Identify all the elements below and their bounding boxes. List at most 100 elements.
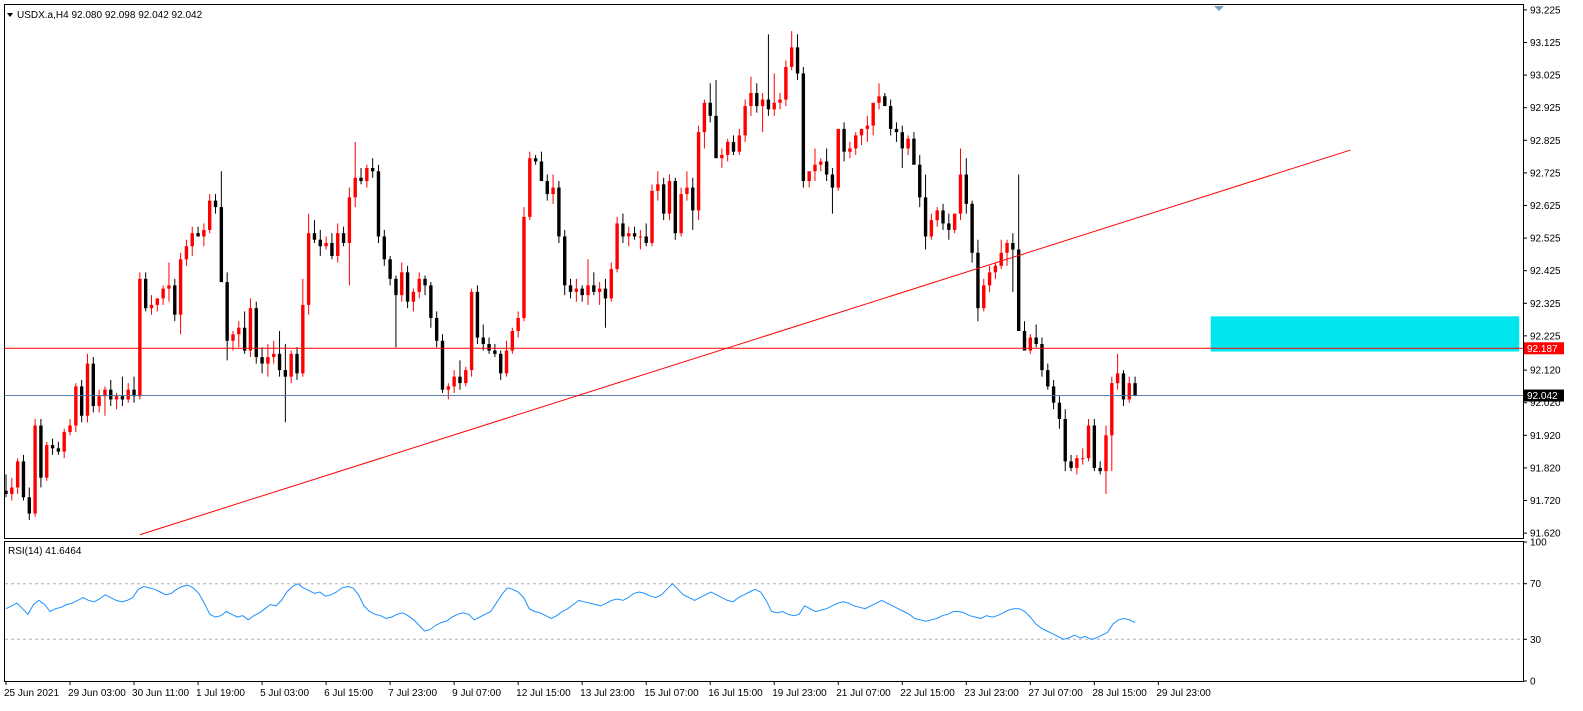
candle: [394, 275, 398, 348]
candle-body: [138, 278, 142, 397]
candle-body: [1075, 458, 1079, 468]
candle-body: [196, 233, 200, 237]
candle-body: [1086, 425, 1091, 459]
candle-body: [132, 389, 136, 397]
candle-body: [592, 285, 596, 292]
candle-body: [947, 223, 951, 230]
time-tick-label: 22 Jul 15:00: [900, 688, 955, 699]
candle-body: [1127, 383, 1131, 400]
candle-body: [359, 177, 363, 182]
candle: [912, 132, 916, 165]
candle: [749, 76, 753, 116]
candle-body: [970, 203, 974, 253]
candle: [15, 458, 20, 494]
candle: [1133, 376, 1137, 397]
hline-price-label: 92.187: [1527, 344, 1558, 355]
candle: [621, 213, 625, 243]
candle: [91, 357, 95, 413]
candle-body: [1011, 242, 1015, 250]
candle: [819, 158, 823, 172]
candle: [341, 226, 346, 247]
candle: [778, 93, 782, 110]
candle: [458, 360, 462, 390]
candle: [429, 282, 433, 328]
time-tick-label: 28 Jul 15:00: [1092, 688, 1147, 699]
candle-body: [1104, 435, 1108, 472]
candle-body: [15, 461, 20, 488]
rsi-line: [5, 582, 1136, 640]
candle: [813, 148, 817, 182]
candle: [516, 311, 520, 338]
candle: [568, 278, 573, 299]
price-tick-label: 92.725: [1530, 168, 1561, 179]
candle-body: [987, 272, 992, 286]
candle: [1040, 337, 1044, 377]
candle-body: [301, 304, 305, 374]
candle-body: [219, 207, 224, 283]
candle: [877, 83, 881, 110]
candle: [289, 350, 293, 384]
candle-body: [440, 340, 445, 390]
candle-body: [539, 161, 544, 182]
candle: [1075, 454, 1079, 475]
collapse-triangle-icon[interactable]: [7, 13, 13, 17]
candle: [10, 477, 14, 501]
candle: [906, 135, 910, 155]
candle-body: [627, 233, 631, 237]
candle: [900, 125, 904, 168]
candle: [1005, 239, 1009, 266]
candle: [382, 229, 386, 266]
trend-line[interactable]: [139, 149, 1351, 536]
candle: [1034, 324, 1038, 348]
candle-body: [475, 291, 480, 338]
candle: [737, 128, 742, 155]
current-price-label: 92.042: [1527, 391, 1558, 402]
candle-body: [161, 288, 165, 299]
candle-body: [376, 171, 381, 237]
candle: [1092, 419, 1097, 472]
shift-marker-icon[interactable]: [1214, 6, 1224, 11]
candle: [586, 259, 590, 305]
candle-body: [266, 357, 270, 364]
supply-zone-rect[interactable]: [1210, 316, 1520, 352]
price-tick-label: 93.125: [1530, 38, 1561, 49]
candle: [510, 327, 515, 354]
candle: [56, 441, 61, 455]
candle-body: [143, 278, 148, 309]
candle-body: [533, 158, 538, 162]
candle: [1011, 233, 1015, 292]
candle-body: [516, 317, 520, 331]
price-tick-label: 92.625: [1530, 201, 1561, 212]
candle: [731, 135, 736, 155]
price-tick-label: 91.620: [1530, 529, 1561, 540]
candle-body: [766, 99, 771, 110]
price-tick-label: 92.225: [1530, 331, 1561, 342]
candle: [1086, 419, 1091, 462]
candle-body: [999, 252, 1003, 266]
candle-body: [749, 93, 753, 107]
candle-body: [883, 96, 887, 107]
candle-body: [353, 177, 357, 198]
candle-body: [336, 233, 340, 257]
candle-body: [580, 288, 584, 296]
candle-body: [295, 353, 299, 374]
candle-body: [638, 236, 643, 238]
candle: [824, 148, 829, 182]
candle: [720, 148, 724, 168]
candle: [336, 223, 340, 263]
candle-body: [632, 233, 637, 237]
candle-body: [1005, 242, 1009, 253]
candle-body: [1022, 330, 1027, 351]
candle-body: [1133, 383, 1137, 396]
candle-body: [289, 353, 293, 377]
candle: [1022, 321, 1027, 351]
candle-body: [225, 282, 229, 341]
candle-body: [1092, 425, 1097, 468]
candle: [353, 141, 357, 208]
candle: [865, 115, 870, 142]
candle-body: [545, 181, 549, 195]
candle-body: [609, 269, 613, 299]
candle-body: [1110, 383, 1114, 436]
candle: [755, 83, 759, 113]
candle: [272, 340, 276, 364]
